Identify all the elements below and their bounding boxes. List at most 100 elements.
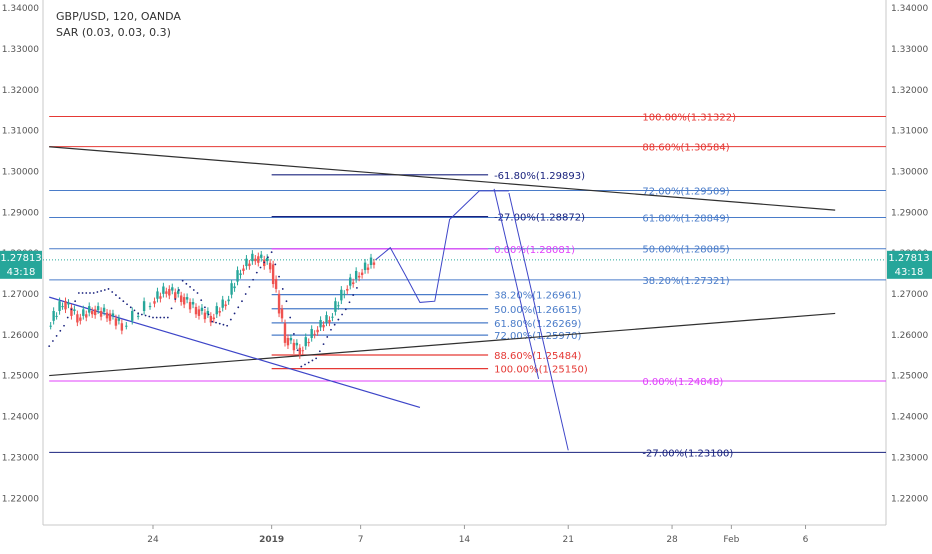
candle-body (61, 306, 64, 308)
y-tick-label-left: 1.33000 (2, 45, 39, 55)
projection-path[interactable] (375, 188, 569, 451)
fibonacci-levels[interactable]: 100.00%(1.31322) 88.60%(1.30584) 72.00%(1.… (49, 112, 886, 459)
price-badge-right-price: 1.27813 (888, 253, 929, 264)
candle-body (191, 302, 195, 305)
x-tick-label: 21 (563, 535, 574, 545)
sar-dot (259, 266, 262, 269)
sar-dot (281, 288, 284, 290)
sar-dot (166, 316, 169, 319)
price-series (49, 250, 376, 359)
sar-dot (218, 322, 221, 325)
sar-dot (322, 343, 325, 345)
sar-dot (333, 323, 336, 326)
fib-short-label: 88.60%(1.25484) (494, 351, 581, 362)
candle-body (271, 264, 275, 285)
sar-dot (133, 309, 136, 312)
sar-dot (48, 345, 51, 348)
candle-body (165, 291, 168, 294)
sar-dot (344, 308, 347, 311)
sar-dot (244, 293, 247, 295)
candle-body (224, 304, 227, 307)
trend-line (49, 146, 836, 211)
candle-body (156, 291, 159, 299)
candle-body (313, 333, 316, 335)
y-tick-label-right: 1.30000 (891, 167, 928, 177)
candle-body (277, 293, 281, 314)
candle-body (319, 319, 322, 328)
candle-body (125, 325, 128, 327)
time-axis[interactable]: 24 2019 7 14 21 28 Feb 6 (147, 525, 809, 545)
y-tick-label-left: 1.24000 (2, 413, 39, 423)
sar-dot (155, 316, 158, 319)
sar-dot (292, 332, 295, 335)
sar-dot (77, 292, 80, 294)
sar-dot (174, 298, 177, 301)
sar-dot (63, 324, 65, 327)
fib-level-label: 38.20%(1.27321) (642, 276, 729, 287)
y-tick-label-right: 1.31000 (891, 127, 928, 137)
sar-dot (341, 313, 343, 316)
sar-dot (148, 315, 151, 318)
candle-body (316, 329, 319, 333)
sar-dot (70, 308, 73, 311)
sar-dot (163, 316, 166, 319)
candle-body (171, 287, 174, 291)
sar-dot (66, 316, 69, 319)
symbol-title[interactable]: GBP/USD, 120, OANDA (56, 10, 181, 23)
y-tick-label-left: 1.23000 (2, 453, 39, 463)
candle-body (79, 317, 82, 321)
sar-dot (115, 294, 117, 296)
y-tick-label-left: 1.22000 (2, 494, 39, 504)
sar-dot (348, 301, 351, 304)
candle-body (360, 272, 364, 275)
candle-body (49, 325, 52, 327)
price-badge-right-countdown: 43:18 (895, 267, 924, 278)
candle-body (372, 262, 376, 265)
y-tick-label-left: 1.29000 (2, 208, 39, 218)
y-tick-label-right: 1.25000 (891, 372, 928, 382)
fib-short-label: -27.00%(1.28872) (494, 213, 585, 224)
candle-body (93, 309, 97, 316)
plot-area[interactable] (43, 0, 886, 525)
sar-dot (311, 359, 314, 362)
candle-body (197, 309, 201, 316)
indicator-title[interactable]: SAR (0.03, 0.03, 0.3) (56, 26, 171, 39)
candle-body (257, 256, 260, 263)
projection-drop-line (508, 192, 569, 451)
y-tick-label-right: 1.34000 (891, 4, 928, 14)
projection-drop-line (493, 188, 540, 379)
sar-dot (181, 279, 184, 282)
sar-dot (356, 287, 358, 289)
price-badge-right: 1.27813 43:18 (887, 250, 932, 279)
fib-level-label: 0.00%(1.24848) (642, 377, 723, 388)
sar-dot (152, 316, 154, 319)
y-tick-label-right: 1.24000 (891, 413, 928, 423)
candle-body (310, 328, 313, 338)
right-price-axis[interactable]: 1.34000 1.33000 1.32000 1.31000 1.30000 1.290… (891, 4, 928, 504)
sar-dot (74, 300, 77, 303)
fib-short-label: 50.00%(1.26615) (494, 305, 581, 316)
y-tick-label-right: 1.22000 (891, 494, 928, 504)
candle-body (105, 312, 109, 319)
sar-dot (296, 349, 299, 352)
candle-body (88, 306, 91, 313)
sar-dot (233, 312, 236, 315)
candle-body (221, 299, 224, 308)
candle-body (153, 301, 156, 304)
sar-dot (118, 297, 121, 300)
sar-dot (252, 278, 255, 281)
x-tick-label: 2019 (259, 535, 284, 545)
candle-body (280, 308, 284, 319)
candle-body (108, 313, 112, 321)
candle-body (58, 301, 61, 312)
sar-dot (211, 320, 214, 323)
y-tick-label-left: 1.25000 (2, 372, 39, 382)
candle-body (206, 311, 210, 315)
candle-body (239, 273, 242, 276)
y-tick-label-left: 1.26000 (2, 331, 39, 341)
candle-body (117, 318, 121, 321)
candle-body (200, 307, 204, 312)
candle-body (142, 301, 146, 312)
